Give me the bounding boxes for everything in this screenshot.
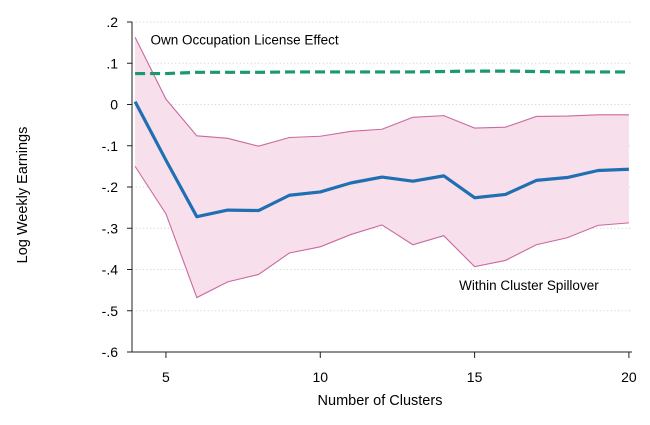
y-tick-label: .2 <box>106 14 118 30</box>
y-tick-label: -.2 <box>102 179 119 195</box>
y-tick-label: -.6 <box>102 344 119 360</box>
spillover-line <box>133 100 629 219</box>
axes: .2 .1 0 -.1 -.2 -.3 -.4 -.5 -.6 5 10 15 20 Number of … <box>15 14 637 409</box>
x-tick-label: 10 <box>312 369 328 385</box>
x-tick-label: 5 <box>162 369 170 385</box>
x-axis-title: Number of Clusters <box>318 393 443 409</box>
y-tick-label: -.5 <box>102 303 119 319</box>
series-lines <box>133 69 629 219</box>
spillover-label: Within Cluster Spillover <box>459 278 599 293</box>
y-tick-label: 0 <box>110 97 118 113</box>
confidence-band <box>134 37 629 299</box>
ci-band-fill <box>135 37 629 298</box>
ci-lower-line <box>134 166 629 299</box>
x-tick-label: 15 <box>467 369 483 385</box>
own-effect-line <box>135 69 629 76</box>
y-tick-label: -.4 <box>102 262 119 278</box>
annotations: Own Occupation License Effect Within Clus… <box>151 33 600 293</box>
y-tick-label: -.1 <box>102 138 119 154</box>
y-tick-label: .1 <box>106 55 118 71</box>
own-effect-label: Own Occupation License Effect <box>151 33 339 48</box>
y-tick-label: -.3 <box>102 220 119 236</box>
ci-upper-line <box>134 37 629 147</box>
y-axis-title: Log Weekly Earnings <box>15 127 31 264</box>
x-tick-label: 20 <box>621 369 637 385</box>
